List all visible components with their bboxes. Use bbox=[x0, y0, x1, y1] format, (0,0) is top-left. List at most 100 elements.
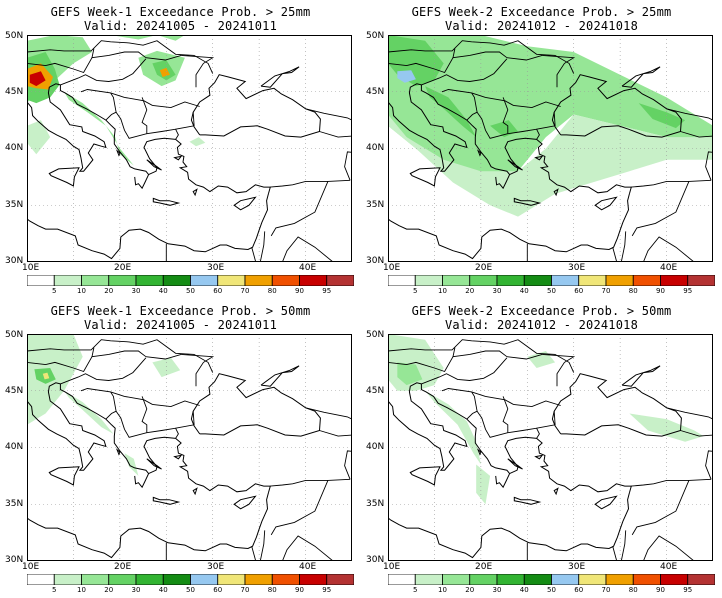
colorbar-tick-label: 90 bbox=[656, 287, 665, 295]
colorbar-swatch bbox=[605, 574, 634, 585]
colorbar-swatch bbox=[53, 275, 82, 286]
precip-probability-area bbox=[29, 71, 46, 87]
colorbar-tick-label: 80 bbox=[628, 287, 638, 295]
coastline bbox=[388, 492, 630, 559]
country-border bbox=[631, 480, 690, 536]
country-border bbox=[270, 179, 351, 188]
map-border bbox=[27, 35, 352, 262]
colorbar-swatch bbox=[523, 574, 552, 585]
coastline bbox=[59, 84, 150, 190]
colorbar-swatch bbox=[496, 574, 525, 585]
lon-label: 40E bbox=[660, 263, 678, 273]
panel-week1-50mm: GEFS Week-1 Exceedance Prob. > 50mm Vali… bbox=[0, 299, 361, 598]
lon-label: 20E bbox=[475, 562, 493, 572]
island bbox=[553, 188, 559, 197]
precip-probability-area bbox=[397, 362, 423, 386]
colorbar-tick-label: 90 bbox=[295, 287, 304, 295]
island bbox=[594, 196, 618, 211]
country-border bbox=[612, 546, 618, 561]
country-border bbox=[476, 396, 509, 438]
coastline bbox=[260, 365, 300, 387]
lon-label: 20E bbox=[114, 263, 132, 273]
country-border bbox=[27, 339, 214, 373]
island bbox=[48, 466, 80, 486]
precip-probability-area bbox=[425, 390, 481, 465]
lat-label: 40N bbox=[5, 143, 24, 153]
colorbar-tick-label: 60 bbox=[574, 287, 584, 295]
island bbox=[233, 495, 257, 510]
country-border bbox=[270, 480, 329, 536]
colorbar bbox=[27, 574, 354, 585]
lon-label: 40E bbox=[660, 562, 678, 572]
colorbar-swatch bbox=[271, 574, 300, 585]
country-border bbox=[27, 51, 147, 74]
colorbar-tick-label: 5 bbox=[413, 586, 418, 594]
island bbox=[233, 196, 257, 211]
island bbox=[476, 149, 482, 157]
island bbox=[146, 458, 162, 470]
island bbox=[173, 454, 183, 460]
colorbar-tick-label: 50 bbox=[547, 586, 556, 594]
colorbar-swatch bbox=[27, 574, 55, 585]
coastline bbox=[27, 83, 107, 172]
map-frame bbox=[27, 334, 352, 561]
country-border bbox=[542, 353, 576, 387]
coastline bbox=[143, 137, 271, 195]
colorbar-tick-label: 90 bbox=[295, 586, 304, 594]
country-border bbox=[388, 339, 575, 373]
island bbox=[146, 159, 162, 171]
country-border bbox=[146, 128, 179, 140]
map-border bbox=[27, 334, 352, 561]
colorbar bbox=[27, 275, 354, 286]
precip-probability-area bbox=[397, 70, 416, 83]
country-border bbox=[91, 48, 95, 58]
island bbox=[409, 167, 441, 187]
panel-valid-dates: Valid: 20241005 - 20241011 bbox=[83, 19, 278, 33]
island bbox=[192, 487, 198, 496]
colorbar-tick-label: 30 bbox=[131, 586, 141, 594]
precip-probability-area bbox=[629, 413, 704, 442]
map-frame bbox=[388, 334, 713, 561]
lon-label: 30E bbox=[207, 562, 225, 572]
colorbar-tick-label: 80 bbox=[267, 287, 277, 295]
colorbar-swatch bbox=[81, 275, 110, 286]
country-border bbox=[705, 151, 713, 181]
colorbar-tick-label: 20 bbox=[465, 586, 475, 594]
coastline bbox=[621, 66, 661, 88]
country-border bbox=[175, 411, 195, 429]
lon-label: 10E bbox=[383, 263, 401, 273]
country-border bbox=[181, 353, 215, 387]
lat-label: 30N bbox=[366, 256, 385, 266]
precip-probability-area bbox=[388, 114, 713, 217]
island bbox=[594, 495, 618, 510]
lon-label: 40E bbox=[299, 562, 317, 572]
colorbar-swatch bbox=[551, 574, 580, 585]
country-border bbox=[507, 427, 540, 439]
coastline bbox=[143, 436, 271, 494]
country-border bbox=[270, 181, 329, 237]
coastline bbox=[551, 74, 682, 138]
colorbar-swatch bbox=[162, 574, 191, 585]
colorbar-tick-label: 95 bbox=[322, 287, 332, 295]
panel-valid-dates: Valid: 20241012 - 20241018 bbox=[444, 318, 639, 332]
colorbar-swatch bbox=[523, 275, 552, 286]
country-border bbox=[91, 347, 95, 357]
lat-label: 45N bbox=[366, 386, 385, 396]
island bbox=[115, 448, 121, 456]
country-border bbox=[388, 350, 508, 373]
colorbar-tick-label: 95 bbox=[683, 586, 693, 594]
precip-probability-area bbox=[152, 357, 181, 378]
precip-probability-area bbox=[27, 120, 51, 155]
country-border bbox=[175, 112, 195, 130]
country-border bbox=[441, 89, 478, 121]
lat-label: 45N bbox=[5, 87, 24, 97]
country-border bbox=[110, 92, 200, 109]
country-border bbox=[612, 247, 618, 262]
lon-label: 30E bbox=[568, 562, 586, 572]
lat-label: 30N bbox=[366, 555, 385, 565]
panel-valid-dates: Valid: 20241005 - 20241011 bbox=[83, 318, 278, 332]
precip-probability-area bbox=[124, 453, 139, 476]
lat-label: 45N bbox=[5, 386, 24, 396]
panel-week2-25mm: GEFS Week-2 Exceedance Prob. > 25mm Vali… bbox=[361, 0, 722, 299]
country-border bbox=[60, 58, 147, 86]
